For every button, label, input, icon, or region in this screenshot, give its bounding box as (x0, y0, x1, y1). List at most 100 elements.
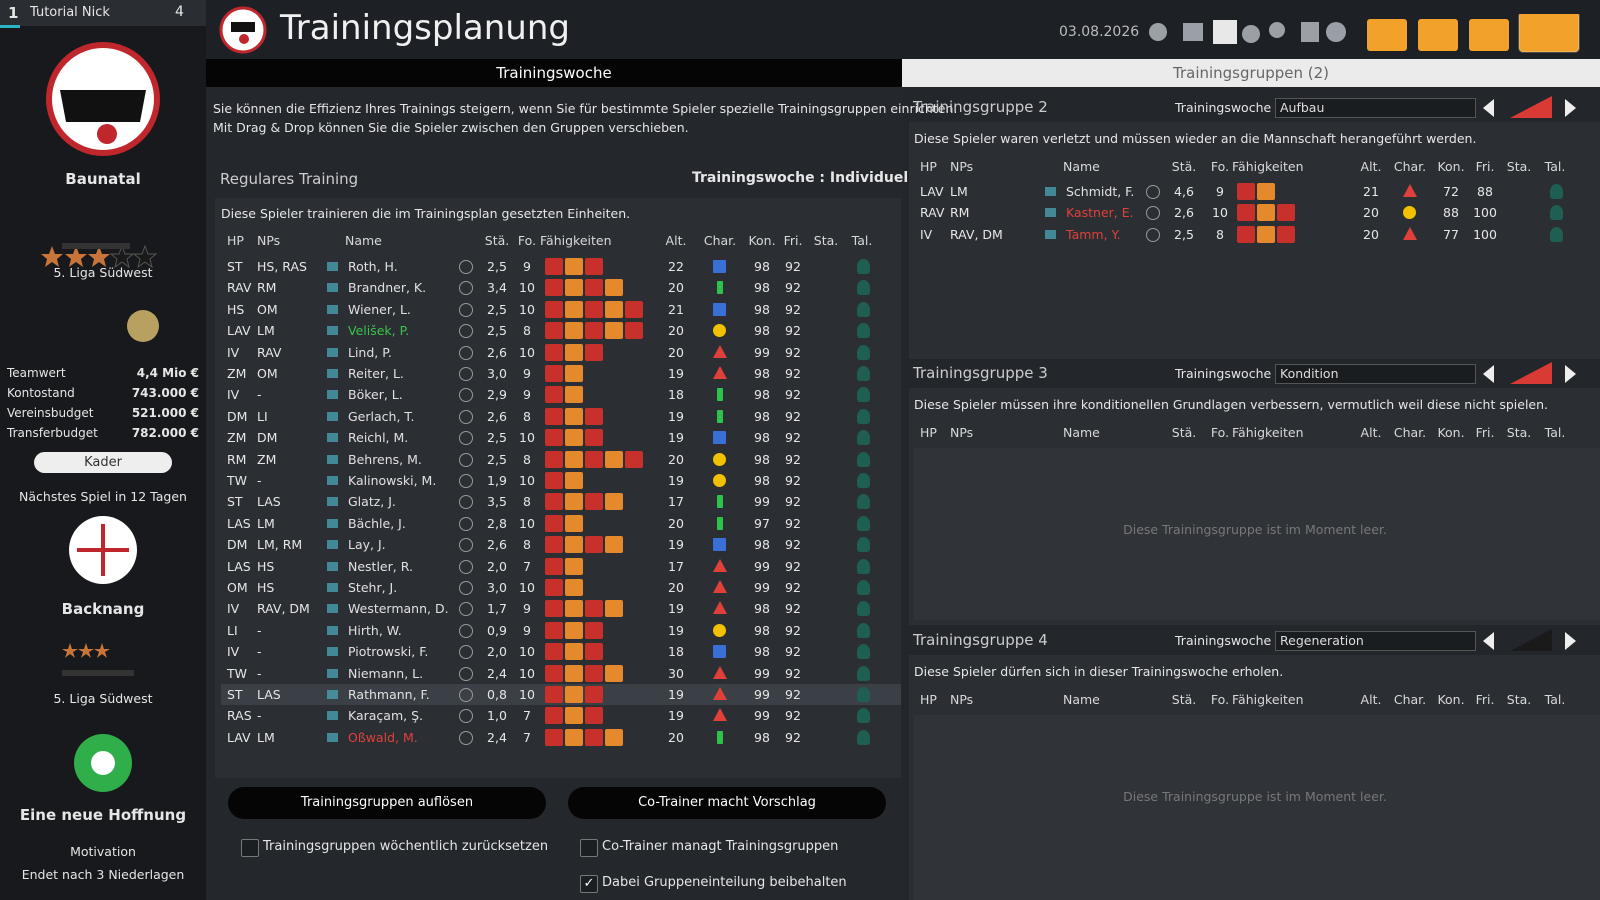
group-title: Trainingsgruppe 4 (913, 631, 1048, 649)
column-header: Fri. (1475, 159, 1495, 174)
tab-training-week[interactable]: Trainingswoche (206, 59, 902, 87)
cell-nps: LAS (257, 687, 281, 702)
cell-nps: RAV, DM (950, 226, 1003, 242)
ability-icon (565, 258, 583, 275)
plan-select[interactable]: Aufbau (1275, 98, 1476, 118)
arrow-right[interactable] (1565, 99, 1576, 117)
empty-note: Diese Trainingsgruppe ist im Moment leer… (1123, 789, 1387, 804)
ability-icon (605, 536, 623, 554)
info-icon (459, 409, 473, 424)
info-icon (459, 538, 473, 553)
cell-fo: 10 (519, 301, 535, 317)
cell-fo: 8 (523, 451, 531, 467)
arrow-left[interactable] (1483, 632, 1494, 650)
cell-kon: 98 (754, 473, 770, 488)
ability-icon (545, 664, 563, 682)
talent-icon (857, 622, 870, 638)
cell-nps: - (257, 387, 262, 403)
group-title: Trainingsgruppe 2 (913, 98, 1048, 116)
arrow-right[interactable] (1565, 632, 1576, 650)
talent-icon (857, 644, 870, 660)
arrow-left[interactable] (1483, 99, 1494, 117)
cell-sta: 2,6 (487, 537, 507, 553)
cell-alt: 19 (668, 622, 684, 638)
cell-name: Nestler, R. (348, 558, 413, 574)
talent-icon (857, 494, 870, 510)
player-icon (327, 326, 338, 336)
talent-icon (857, 708, 870, 724)
char-icon (1403, 184, 1417, 197)
talent-icon (857, 665, 870, 681)
arrow-left[interactable] (1483, 365, 1494, 383)
cell-fri: 92 (785, 708, 801, 724)
cell-kon: 98 (754, 259, 770, 274)
checkbox[interactable] (241, 839, 259, 857)
cell-kon: 98 (754, 729, 770, 745)
char-icon (717, 516, 723, 530)
cell-alt: 20 (668, 451, 684, 467)
cell-kon: 98 (754, 301, 770, 317)
cell-sta: 2,5 (487, 259, 507, 274)
ability-icon (545, 429, 563, 447)
ability-icon (585, 600, 603, 618)
info-icon (459, 302, 473, 317)
ability-icon (565, 643, 583, 661)
plan-select[interactable]: Regeneration (1275, 631, 1476, 651)
char-icon (713, 665, 727, 679)
cell-kon: 72 (1443, 184, 1459, 199)
player-icon (327, 304, 338, 314)
date: 03.08.2026 (1059, 24, 1140, 40)
column-header: HP (920, 692, 937, 707)
cell-hp: LAV (227, 323, 251, 339)
cell-fri: 92 (785, 601, 801, 617)
column-header: Fo. (1210, 425, 1230, 440)
ability-icon (565, 365, 583, 382)
char-icon (713, 366, 727, 379)
cell-fri: 92 (785, 408, 801, 424)
cell-nps: OM (257, 301, 278, 317)
talent-icon (857, 729, 870, 745)
cell-fri: 92 (785, 622, 801, 638)
checkbox[interactable]: ✓ (580, 875, 598, 893)
dissolve-button[interactable]: Trainingsgruppen auflösen (228, 787, 546, 819)
cell-kon: 97 (754, 515, 770, 531)
plan-select[interactable]: Kondition (1275, 364, 1476, 384)
cell-nps: LAS (257, 494, 281, 510)
cell-fri: 92 (785, 301, 801, 317)
intensity (1510, 96, 1552, 118)
motivation-note: Endet nach 3 Niederlagen (21, 867, 185, 882)
player-icon (327, 454, 338, 464)
ability-icon (565, 621, 583, 639)
next-match: Nächstes Spiel in 12 Tagen (19, 489, 187, 504)
suggest-button[interactable]: Co-Trainer macht Vorschlag (568, 787, 886, 819)
ability-icon (545, 557, 563, 575)
intensity (1510, 362, 1552, 384)
ability-icon (1277, 204, 1295, 222)
cell-fo: 8 (1216, 226, 1224, 242)
arrow-right[interactable] (1565, 365, 1576, 383)
cell-nps: RAV, DM (257, 601, 310, 617)
tab-training-groups[interactable]: Trainingsgruppen (2) (902, 59, 1600, 87)
cell-hp: TW (227, 473, 247, 488)
player-icon (327, 690, 338, 699)
cell-alt: 20 (668, 515, 684, 531)
ability-icon (545, 686, 563, 703)
finance-value: 743.000 € (131, 386, 199, 400)
checkbox[interactable] (580, 839, 598, 857)
column-header: Alt. (1360, 425, 1382, 440)
cell-alt: 21 (668, 301, 684, 317)
char-icon (713, 645, 726, 659)
ability-icon (605, 300, 623, 318)
ability-icon (545, 643, 563, 661)
cell-alt: 19 (668, 366, 684, 381)
cell-fo: 8 (523, 494, 531, 510)
squad-button[interactable]: Kader (34, 452, 172, 473)
option-label: Co-Trainer managt Trainingsgruppen (602, 839, 839, 854)
cell-hp: IV (920, 226, 933, 242)
cell-nps: RAV (257, 344, 282, 360)
column-header: Tal. (1544, 692, 1566, 707)
motivation-label: Motivation (70, 844, 136, 859)
char-icon (1403, 226, 1417, 240)
cell-nps: LM, RM (257, 537, 303, 553)
ability-icon (565, 600, 583, 618)
